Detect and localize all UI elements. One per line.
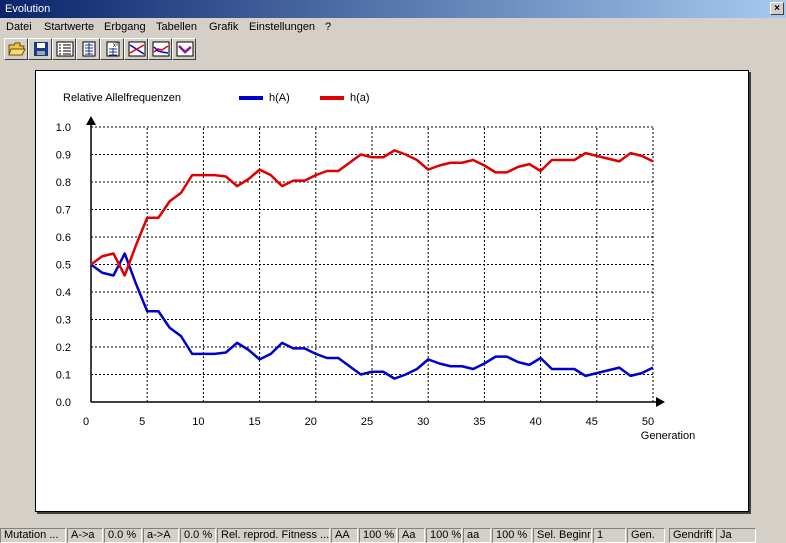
x-tick-label: 50 <box>642 416 654 428</box>
y-tick-label: 0.2 <box>56 342 71 354</box>
status-bar: Mutation ... A->a 0.0 % a->A 0.0 % Rel. … <box>0 527 786 543</box>
y-axis-title: Relative Allelfrequenzen <box>63 92 181 104</box>
y-tick-label: 0.6 <box>56 232 71 244</box>
status-sel-beginn-value[interactable]: 1 <box>593 528 626 543</box>
x-tick-label: 5 <box>139 416 145 428</box>
menu-einstellungen[interactable]: Einstellungen <box>249 21 316 33</box>
y-tick-label: 0.4 <box>56 287 71 299</box>
toolbar: x² <box>0 38 786 62</box>
chart-lines-icon <box>152 41 170 57</box>
open-folder-icon <box>8 42 26 56</box>
x-tick-label: 0 <box>83 416 89 428</box>
y-tick-label: 0.8 <box>56 177 71 189</box>
status-aa-lower-value: 100 % <box>492 528 532 543</box>
x-tick-label: 15 <box>248 416 260 428</box>
status-gendrift-value[interactable]: Ja <box>716 528 756 543</box>
save-button[interactable] <box>28 38 52 60</box>
status-a-back-value: 0.0 % <box>180 528 216 543</box>
status-gen-label: Gen. <box>627 528 665 543</box>
menu-grafik[interactable]: Grafik <box>209 21 239 33</box>
table-squared-button[interactable]: x² <box>100 38 124 60</box>
list-icon <box>56 41 74 57</box>
y-tick-label: 0.7 <box>56 205 71 217</box>
menu-tabellen[interactable]: Tabellen <box>156 21 197 33</box>
chart-crossing-button[interactable] <box>124 38 148 60</box>
status-fitness[interactable]: Rel. reprod. Fitness ... <box>217 528 330 543</box>
y-axis-arrow <box>86 116 96 125</box>
menu-bar: Datei Startwerte Erbgang Tabellen Grafik… <box>0 18 786 36</box>
list-button[interactable] <box>52 38 76 60</box>
menu-erbgang[interactable]: Erbgang <box>104 21 146 33</box>
title-bar: Evolution × <box>0 0 786 18</box>
status-aa-mixed-label: Aa <box>398 528 425 543</box>
y-tick-label: 0.9 <box>56 150 71 162</box>
x-tick-label: 20 <box>305 416 317 428</box>
close-button[interactable]: × <box>770 2 784 15</box>
x-tick-label: 40 <box>529 416 541 428</box>
menu-help[interactable]: ? <box>325 21 332 33</box>
open-button[interactable] <box>4 38 28 60</box>
table-icon <box>82 41 96 57</box>
y-tick-label: 0.3 <box>56 315 71 327</box>
status-a-to-a-value: 0.0 % <box>104 528 142 543</box>
window-title: Evolution <box>5 3 51 15</box>
x-tick-label: 45 <box>586 416 598 428</box>
menu-startwerte[interactable]: Startwerte <box>44 21 95 33</box>
table-squared-icon: x² <box>106 41 120 57</box>
y-tick-label: 0.0 <box>56 397 71 409</box>
save-icon <box>34 42 48 56</box>
status-a-back-label: a->A <box>143 528 179 543</box>
chart-purple-icon <box>176 41 194 57</box>
x-tick-label: 35 <box>473 416 485 428</box>
chart-purple-button[interactable] <box>172 38 196 60</box>
legend-label-2: h(a) <box>350 92 370 104</box>
menu-datei[interactable]: Datei <box>6 21 32 33</box>
status-aa-upper-value: 100 % <box>359 528 397 543</box>
x-tick-label: 25 <box>361 416 373 428</box>
svg-text:x²: x² <box>113 43 118 49</box>
series-line-2 <box>90 149 654 277</box>
status-gendrift-label: Gendrift <box>669 528 715 543</box>
x-axis-title: Generation <box>641 430 695 442</box>
chart-lines-button[interactable] <box>148 38 172 60</box>
x-tick-label: 30 <box>417 416 429 428</box>
x-tick-label: 10 <box>192 416 204 428</box>
allele-frequency-chart: 0.0 0.1 0.2 0.3 0.4 0.5 0.6 0.7 0.8 0.9 1.0 0 5 10 15 2… <box>56 92 696 442</box>
close-icon: × <box>774 3 780 14</box>
x-axis-arrow <box>656 397 665 407</box>
y-tick-label: 0.5 <box>56 260 71 272</box>
status-mutation[interactable]: Mutation ... <box>0 528 66 543</box>
table-button[interactable] <box>76 38 100 60</box>
status-aa-mixed-value: 100 % <box>426 528 462 543</box>
chart-crossing-icon <box>128 41 146 57</box>
y-tick-label: 0.1 <box>56 370 71 382</box>
status-aa-upper-label: AA <box>331 528 358 543</box>
y-tick-label: 1.0 <box>56 122 71 134</box>
legend-label-1: h(A) <box>269 92 290 104</box>
series-line-1 <box>90 252 654 380</box>
status-aa-lower-label: aa <box>463 528 491 543</box>
status-a-to-a-label: A->a <box>67 528 103 543</box>
chart-panel: 0.0 0.1 0.2 0.3 0.4 0.5 0.6 0.7 0.8 0.9 1.0 0 5 10 15 2… <box>35 70 749 512</box>
status-sel-beginn-label: Sel. Beginn <box>533 528 592 543</box>
